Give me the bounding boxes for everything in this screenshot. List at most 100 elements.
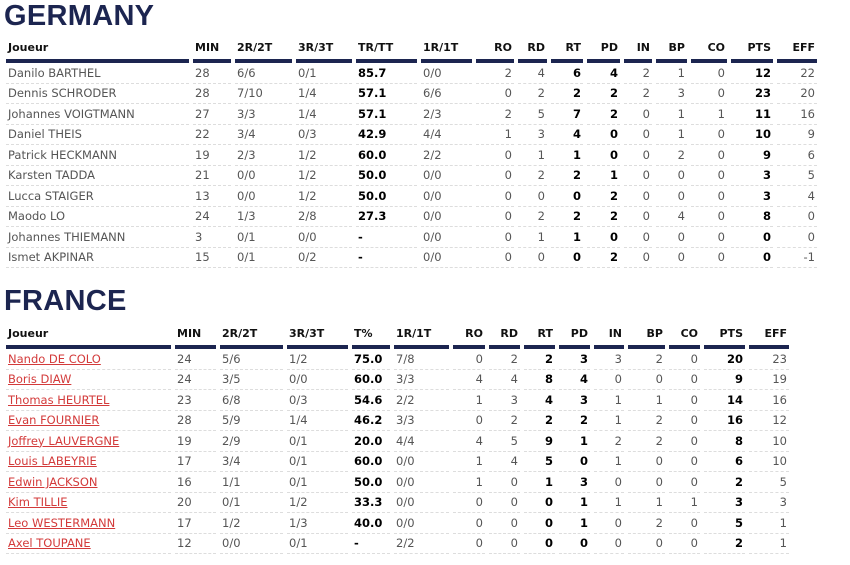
stat-cell-pd: 3 (559, 472, 590, 493)
player-row: Edwin JACKSON 16 1/1 0/1 50.0 0/0 1 0 1 3 0 0 0 2 5 (6, 472, 789, 493)
stat-cell-bp: 2 (628, 411, 665, 431)
stat-cell-2r-2t: 7/10 (235, 84, 292, 104)
stat-cell-2r-2t: 2/3 (235, 145, 292, 166)
player-row: Danilo BARTHEL 28 6/6 0/1 85.7 0/0 2 4 6 4 2 1 0 12 22 (6, 63, 817, 84)
player-link[interactable]: Boris DIAW (8, 372, 72, 387)
player-row: Louis LABEYRIE 17 3/4 0/1 60.0 0/0 1 4 5 0 1 0 0 6 10 (6, 452, 789, 472)
stat-cell-bp: 1 (656, 125, 687, 145)
stat-cell-min: 28 (193, 84, 231, 104)
stat-cell-bp: 4 (656, 207, 687, 227)
stat-cell-pd: 1 (559, 431, 590, 452)
stat-cell-eff: 9 (777, 125, 817, 145)
stat-cell-tr-tt: 57.1 (356, 84, 417, 104)
stat-cell-3r-3t: 0/3 (287, 390, 348, 411)
stat-cell-t: 75.0 (352, 349, 390, 370)
stat-cell-co: 0 (669, 431, 700, 452)
column-header-pts: PTS (731, 40, 773, 63)
stat-cell-rt: 1 (524, 472, 555, 493)
stat-cell-3r-3t: 1/2 (287, 349, 348, 370)
stat-cell-tr-tt: 60.0 (356, 145, 417, 166)
stat-cell-pd: 1 (559, 513, 590, 534)
column-header-2r-2t: 2R/2T (220, 326, 283, 349)
stat-cell-in: 2 (594, 431, 624, 452)
stat-cell-co: 0 (691, 207, 727, 227)
stat-cell-eff: 20 (777, 84, 817, 104)
stat-cell-in: 0 (594, 513, 624, 534)
column-header-bp: BP (656, 40, 687, 63)
stat-cell-ro: 0 (476, 227, 514, 248)
stat-cell-bp: 0 (628, 534, 665, 554)
stat-cell-pts: 9 (731, 145, 773, 166)
stat-cell-1r-1t: 0/0 (421, 63, 472, 84)
player-link[interactable]: Evan FOURNIER (8, 413, 100, 428)
stat-cell-co: 1 (669, 493, 700, 513)
stat-cell-in: 0 (624, 166, 652, 186)
stat-cell-in: 0 (624, 125, 652, 145)
stat-cell-bp: 0 (656, 186, 687, 207)
player-link[interactable]: Joffrey LAUVERGNE (8, 433, 120, 448)
player-link[interactable]: Edwin JACKSON (8, 474, 98, 489)
player-name-cell: Dennis SCHRODER (6, 84, 189, 104)
player-link[interactable]: Thomas HEURTEL (8, 392, 110, 407)
stat-cell-in: 2 (624, 63, 652, 84)
stat-cell-1r-1t: 0/0 (394, 513, 449, 534)
player-name-cell: Boris DIAW (6, 370, 171, 390)
stat-cell-co: 0 (669, 390, 700, 411)
stat-cell-min: 24 (175, 349, 216, 370)
stat-cell-1r-1t: 0/0 (394, 452, 449, 472)
column-header-in: IN (594, 326, 624, 349)
stat-cell-3r-3t: 0/1 (287, 431, 348, 452)
stat-cell-eff: -1 (777, 248, 817, 268)
stat-cell-in: 0 (594, 472, 624, 493)
stat-cell-in: 0 (624, 207, 652, 227)
stat-cell-rt: 0 (524, 513, 555, 534)
player-link[interactable]: Nando DE COLO (8, 351, 101, 366)
stat-cell-ro: 0 (453, 534, 485, 554)
stat-cell-rd: 4 (489, 370, 520, 390)
player-name-cell: Danilo BARTHEL (6, 63, 189, 84)
stat-cell-rt: 8 (524, 370, 555, 390)
stat-cell-min: 17 (175, 452, 216, 472)
stat-cell-ro: 1 (453, 452, 485, 472)
column-header-in: IN (624, 40, 652, 63)
stat-cell-rt: 7 (551, 104, 583, 125)
stat-cell-2r-2t: 3/4 (220, 452, 283, 472)
stat-cell-pts: 12 (731, 63, 773, 84)
column-header-3r-3t: 3R/3T (287, 326, 348, 349)
stat-cell-pd: 0 (559, 534, 590, 554)
stat-cell-eff: 1 (749, 534, 789, 554)
stat-cell-eff: 5 (749, 472, 789, 493)
player-link[interactable]: Kim TILLIE (8, 495, 68, 510)
stat-cell-1r-1t: 0/0 (421, 227, 472, 248)
stat-cell-bp: 0 (628, 452, 665, 472)
stat-cell-2r-2t: 6/8 (220, 390, 283, 411)
player-name-cell: Maodo LO (6, 207, 189, 227)
player-row: Axel TOUPANE 12 0/0 0/1-2/2 0 0 0 0 0 0 0 2 1 (6, 534, 789, 554)
stat-cell-co: 0 (691, 186, 727, 207)
stat-cell-in: 0 (624, 186, 652, 207)
player-name-cell: Patrick HECKMANN (6, 145, 189, 166)
column-header-co: CO (691, 40, 727, 63)
stat-cell-pts: 8 (731, 207, 773, 227)
stat-cell-bp: 1 (628, 493, 665, 513)
stat-cell-eff: 16 (749, 390, 789, 411)
stat-cell-1r-1t: 2/2 (394, 534, 449, 554)
stat-cell-rd: 2 (518, 84, 547, 104)
stat-cell-pts: 6 (704, 452, 745, 472)
stat-cell-pd: 0 (587, 227, 620, 248)
player-link[interactable]: Louis LABEYRIE (8, 454, 97, 469)
player-link[interactable]: Axel TOUPANE (8, 536, 91, 551)
column-header-rt: RT (551, 40, 583, 63)
stat-cell-bp: 2 (628, 513, 665, 534)
stat-cell-rt: 4 (524, 390, 555, 411)
stat-cell-tr-tt: 57.1 (356, 104, 417, 125)
stat-cell-pd: 2 (587, 207, 620, 227)
player-name-cell: Nando DE COLO (6, 349, 171, 370)
stat-cell-rd: 1 (518, 145, 547, 166)
stat-cell-pts: 23 (731, 84, 773, 104)
stat-cell-rt: 6 (551, 63, 583, 84)
player-link[interactable]: Leo WESTERMANN (8, 515, 116, 530)
stat-cell-pts: 0 (731, 248, 773, 268)
player-row: Maodo LO 24 1/3 2/8 27.3 0/0 0 2 2 2 0 4 0 8 0 (6, 207, 817, 227)
stat-cell-in: 0 (624, 227, 652, 248)
